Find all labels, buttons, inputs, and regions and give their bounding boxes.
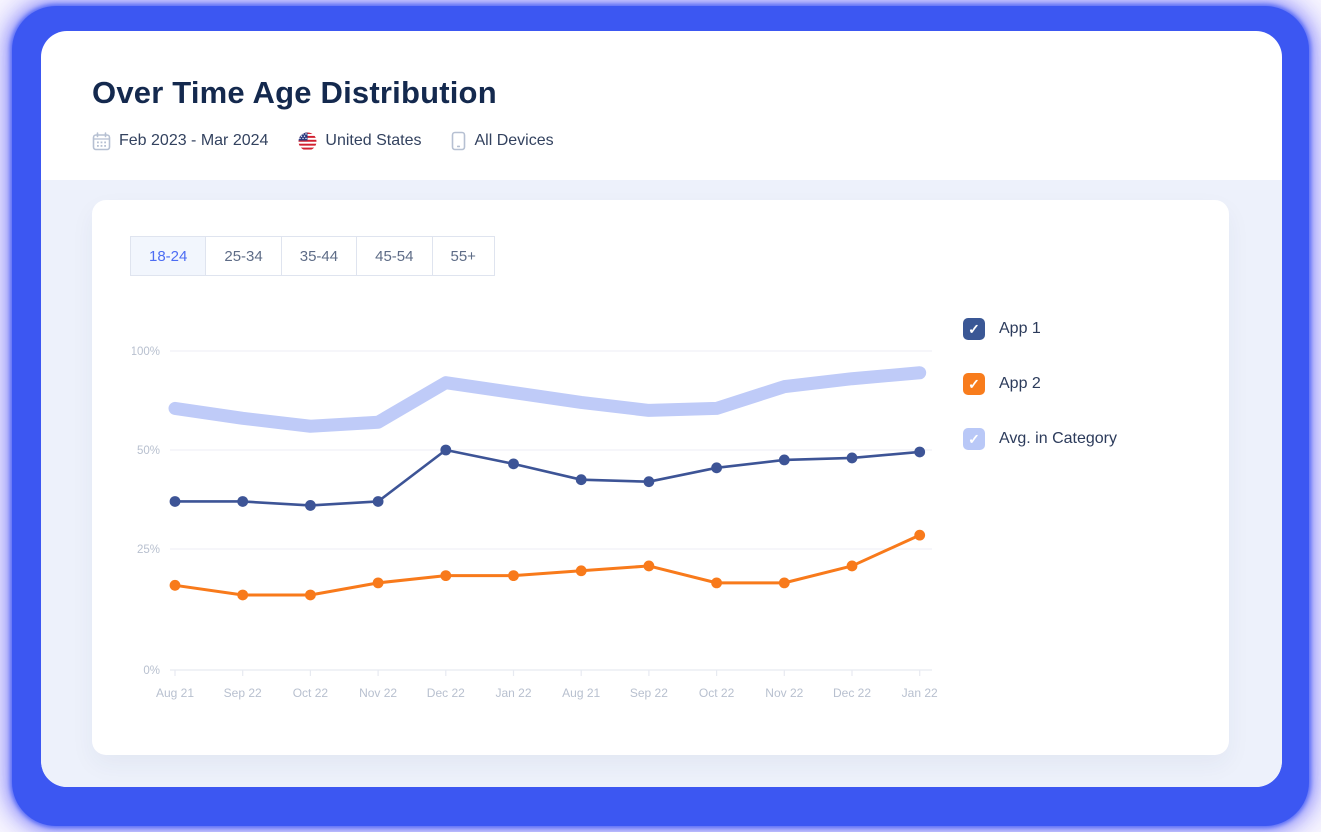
data-point[interactable] xyxy=(778,577,790,589)
data-point[interactable] xyxy=(372,496,384,507)
data-point[interactable] xyxy=(846,560,858,572)
legend-label: App 2 xyxy=(999,375,1041,392)
data-point[interactable] xyxy=(575,565,587,577)
tab-25-34[interactable]: 25-34 xyxy=(205,236,282,276)
data-point[interactable] xyxy=(169,579,181,591)
legend-item: ✓ Avg. in Category xyxy=(963,428,1117,450)
x-axis-label: Jan 22 xyxy=(902,686,938,700)
data-point[interactable] xyxy=(846,452,858,464)
x-axis-label: Jan 22 xyxy=(495,686,531,700)
devices: All Devices xyxy=(451,131,554,151)
country: United States xyxy=(298,132,421,151)
data-point[interactable] xyxy=(643,476,655,488)
tab-45-54[interactable]: 45-54 xyxy=(356,236,433,276)
date-range-label: Feb 2023 - Mar 2024 xyxy=(119,132,269,149)
data-point[interactable] xyxy=(711,462,722,474)
legend-item: ✓ App 2 xyxy=(963,373,1117,395)
data-point[interactable] xyxy=(440,570,452,582)
y-axis-label: 0% xyxy=(143,665,160,677)
data-point[interactable] xyxy=(237,496,249,507)
x-axis-label: Dec 22 xyxy=(833,686,871,700)
chart-card: 18-24 25-34 35-44 45-54 55+ ✓ App 1 ✓ App 2 ✓ Avg… xyxy=(92,200,1229,755)
data-point[interactable] xyxy=(575,474,587,486)
data-point[interactable] xyxy=(508,570,519,582)
legend-item: ✓ App 1 xyxy=(963,318,1117,340)
x-axis-label: Sep 22 xyxy=(630,686,668,700)
data-point[interactable] xyxy=(237,589,249,601)
content-section: 18-24 25-34 35-44 45-54 55+ ✓ App 1 ✓ App 2 ✓ Avg… xyxy=(41,180,1282,787)
app-window: Over Time Age Distribution Feb xyxy=(41,31,1282,787)
x-axis-label: Dec 22 xyxy=(427,686,465,700)
x-axis-label: Aug 21 xyxy=(156,686,194,700)
data-point[interactable] xyxy=(643,560,655,572)
age-group-tabs: 18-24 25-34 35-44 45-54 55+ xyxy=(130,236,495,276)
data-point[interactable] xyxy=(440,444,452,456)
us-flag-icon xyxy=(298,132,317,151)
legend-checkbox-icon[interactable]: ✓ xyxy=(963,318,985,340)
chart-legend: ✓ App 1 ✓ App 2 ✓ Avg. in Category xyxy=(963,318,1117,483)
data-point[interactable] xyxy=(711,577,722,589)
series-app-1 xyxy=(173,448,922,507)
y-axis-label: 50% xyxy=(137,445,160,457)
data-point[interactable] xyxy=(914,529,926,541)
legend-checkbox-icon[interactable]: ✓ xyxy=(963,373,985,395)
meta-row: Feb 2023 - Mar 2024 xyxy=(92,131,554,151)
data-point[interactable] xyxy=(169,496,181,507)
tab-55+[interactable]: 55+ xyxy=(431,236,495,276)
data-point[interactable] xyxy=(372,577,384,589)
data-point[interactable] xyxy=(778,454,790,466)
page-title: Over Time Age Distribution xyxy=(92,75,497,110)
legend-label: App 1 xyxy=(999,320,1041,337)
data-point[interactable] xyxy=(305,589,316,601)
x-axis-label: Sep 22 xyxy=(224,686,262,700)
legend-label: Avg. in Category xyxy=(999,430,1117,447)
age-distribution-chart[interactable]: 100% 50% 25% 0% Aug 21 Sep 22 Oct 22 Nov 22 Dec … xyxy=(131,320,992,710)
x-axis-label: Aug 21 xyxy=(562,686,600,700)
x-axis-label: Oct 22 xyxy=(699,686,735,700)
legend-checkbox-icon[interactable]: ✓ xyxy=(963,428,985,450)
date-range: Feb 2023 - Mar 2024 xyxy=(92,131,269,151)
y-axis-label: 100% xyxy=(132,346,160,358)
x-axis-label: Nov 22 xyxy=(359,686,397,700)
mobile-device-icon xyxy=(451,131,466,151)
x-axis-label: Nov 22 xyxy=(765,686,803,700)
series-app-2 xyxy=(173,533,922,597)
y-axis-label: 25% xyxy=(137,544,160,556)
series-avg-in-category xyxy=(168,366,927,433)
tab-18-24[interactable]: 18-24 xyxy=(130,236,207,276)
calendar-icon xyxy=(92,131,111,151)
devices-label: All Devices xyxy=(474,132,554,149)
x-axis-label: Oct 22 xyxy=(293,686,329,700)
data-point[interactable] xyxy=(914,446,926,458)
data-point[interactable] xyxy=(508,458,519,470)
data-point[interactable] xyxy=(305,500,316,511)
country-label: United States xyxy=(325,132,422,149)
tab-35-44[interactable]: 35-44 xyxy=(280,236,358,276)
